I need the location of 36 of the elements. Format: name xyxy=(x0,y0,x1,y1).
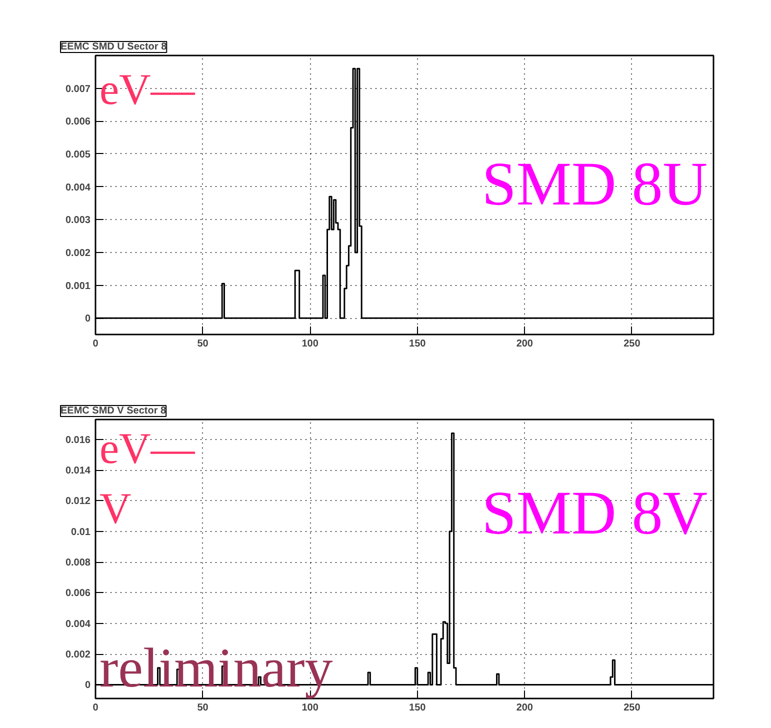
x-tick-label: 0 xyxy=(92,702,99,714)
y-tick-label: 0.01 xyxy=(71,526,91,538)
x-tick-label: 100 xyxy=(302,338,319,350)
y-tick-label: 0.012 xyxy=(65,496,91,508)
y-tick-label: 0.007 xyxy=(65,84,91,95)
chart-title: EEMC SMD U Sector 8 xyxy=(60,42,168,52)
y-tick-label: 0 xyxy=(84,314,91,325)
x-tick-label: 100 xyxy=(302,702,319,714)
x-tick-label: 150 xyxy=(409,338,426,350)
x-tick-label: 200 xyxy=(516,338,534,350)
annotation: reliminary xyxy=(100,638,333,700)
annotation: SMD 8V xyxy=(482,480,708,548)
annotation: V xyxy=(100,484,132,533)
y-tick-label: 0.016 xyxy=(65,434,91,446)
y-tick-label: 0.004 xyxy=(65,182,91,194)
x-tick-label: 200 xyxy=(516,702,534,714)
y-tick-label: 0.002 xyxy=(65,248,91,259)
y-tick-label: 0.003 xyxy=(65,215,91,226)
x-tick-label: 0 xyxy=(92,338,99,350)
annotation: eV— xyxy=(100,424,196,473)
y-tick-label: 0.004 xyxy=(65,618,91,630)
annotation: eV— xyxy=(100,65,196,114)
x-tick-label: 50 xyxy=(197,702,209,714)
x-tick-label: 150 xyxy=(409,702,426,714)
y-tick-label: 0.006 xyxy=(65,588,91,600)
x-tick-label: 250 xyxy=(624,338,641,350)
y-tick-label: 0.008 xyxy=(65,558,91,569)
y-tick-label: 0.006 xyxy=(65,116,91,128)
y-tick-label: 0.005 xyxy=(65,149,91,160)
y-tick-label: 0.002 xyxy=(65,650,91,661)
y-tick-label: 0.014 xyxy=(65,466,91,477)
y-tick-label: 0.001 xyxy=(65,280,91,292)
x-tick-label: 250 xyxy=(624,702,641,714)
y-tick-label: 0 xyxy=(84,680,91,692)
annotation: SMD 8U xyxy=(482,150,708,218)
x-tick-label: 50 xyxy=(197,338,209,350)
